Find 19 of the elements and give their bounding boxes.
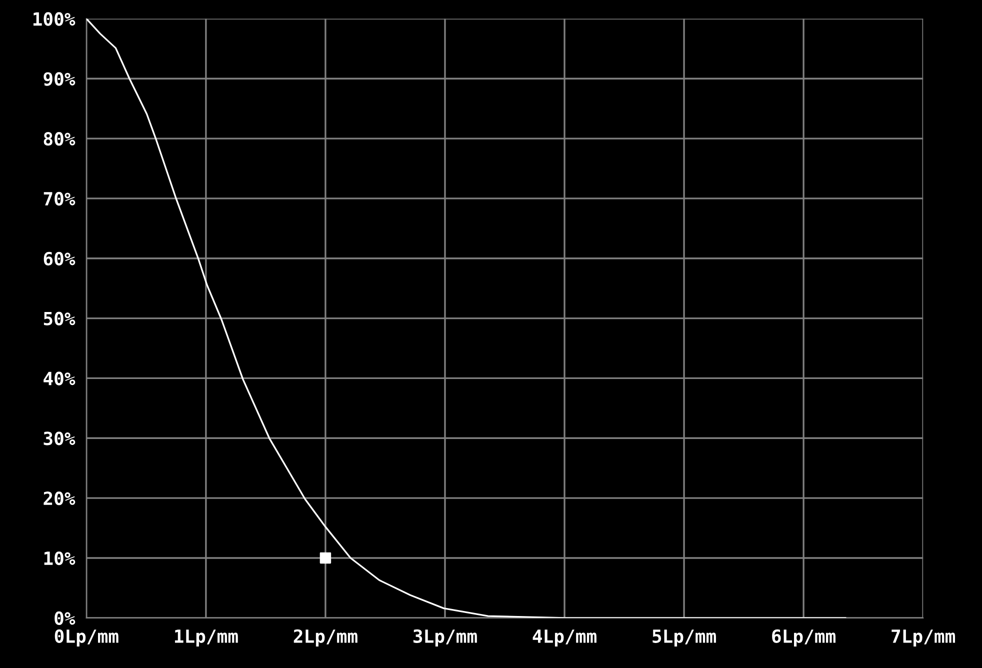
x-tick-label: 7Lp/mm [892,630,956,646]
x-tick-label: 1Lp/mm [174,630,238,646]
y-tick-label: 0% [54,611,76,626]
x-tick-label: 5Lp/mm [652,630,716,646]
y-tick-label: 70% [44,192,76,206]
x-tick-label: 2Lp/mm [294,629,358,646]
x-tick-label: 6Lp/mm [772,629,836,646]
x-tick-label: 4Lp/mm [532,630,596,646]
x-tick-label: 3Lp/mm [413,629,477,646]
y-tick-label: 10% [44,551,76,566]
y-tick-label: 100% [33,12,76,26]
y-tick-label: 30% [44,432,76,446]
x-tick-label: 0Lp/mm [54,629,118,646]
y-tick-label: 90% [44,72,76,86]
y-tick-label: 80% [44,132,76,146]
y-tick-label: 50% [44,312,76,326]
y-tick-label: 40% [44,372,76,386]
y-tick-label: 20% [44,492,76,506]
y-tick-label: 60% [44,252,76,266]
